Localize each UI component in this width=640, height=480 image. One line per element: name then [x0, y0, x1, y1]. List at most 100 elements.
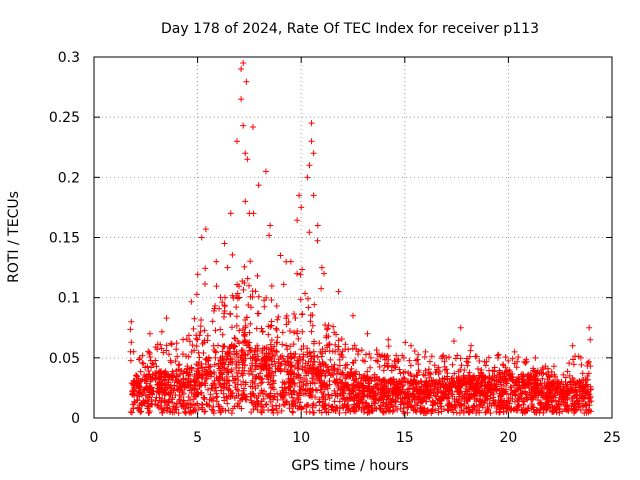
data-point: [257, 360, 264, 367]
data-point: [545, 378, 552, 385]
data-point: [142, 364, 149, 371]
data-point: [558, 387, 565, 394]
data-point: [236, 327, 243, 334]
data-point: [328, 406, 335, 413]
data-point: [350, 377, 357, 384]
data-point: [443, 354, 450, 361]
data-point: [269, 406, 276, 413]
data-point: [547, 386, 554, 393]
data-point: [482, 409, 489, 416]
data-point: [152, 369, 159, 376]
data-point: [481, 358, 488, 365]
data-point: [255, 182, 262, 189]
data-point: [138, 408, 145, 415]
data-point: [357, 380, 364, 387]
data-point: [242, 379, 249, 386]
data-point: [499, 389, 506, 396]
data-point: [336, 356, 343, 363]
data-point: [505, 357, 512, 364]
data-point: [310, 358, 317, 365]
data-point: [579, 403, 586, 410]
data-point: [173, 346, 180, 353]
data-point: [340, 371, 347, 378]
data-point: [235, 387, 242, 394]
data-point: [211, 381, 218, 388]
data-point: [330, 371, 337, 378]
data-point: [291, 388, 298, 395]
data-point: [391, 358, 398, 365]
data-point: [197, 323, 204, 330]
data-point: [470, 392, 477, 399]
data-point: [175, 410, 182, 417]
data-point: [207, 373, 214, 380]
data-point: [299, 363, 306, 370]
axis-ticks: 0 5 10 15 20 25 0 0.05 0.1 0.15 0.2 0.25 0.3: [49, 50, 621, 446]
data-point: [362, 403, 369, 410]
data-point: [258, 402, 265, 409]
data-point: [290, 329, 297, 336]
data-point: [217, 409, 224, 416]
data-point: [514, 358, 521, 365]
data-point: [366, 350, 373, 357]
data-point: [248, 368, 255, 375]
data-point: [220, 383, 227, 390]
data-point: [394, 394, 401, 401]
data-point: [325, 369, 332, 376]
data-point: [202, 356, 209, 363]
data-point: [337, 386, 344, 393]
data-point: [265, 331, 272, 338]
data-point: [397, 395, 404, 402]
data-point: [279, 352, 286, 359]
data-point: [227, 358, 234, 365]
data-point: [567, 379, 574, 386]
data-point: [145, 402, 152, 409]
data-point: [176, 361, 183, 368]
data-point: [253, 357, 260, 364]
data-point: [456, 384, 463, 391]
data-point: [381, 362, 388, 369]
data-point: [495, 354, 502, 361]
data-point: [146, 371, 153, 378]
data-point: [223, 393, 230, 400]
data-point: [353, 368, 360, 375]
data-point: [150, 388, 157, 395]
y-tick-label: 0.15: [49, 231, 80, 247]
data-point: [163, 315, 170, 322]
data-point: [474, 403, 481, 410]
data-point: [190, 396, 197, 403]
data-point: [170, 403, 177, 410]
data-point: [274, 339, 281, 346]
data-point: [316, 359, 323, 366]
data-point: [127, 326, 134, 333]
data-point: [248, 390, 255, 397]
data-point: [254, 272, 261, 279]
data-point: [372, 390, 379, 397]
data-point: [441, 406, 448, 413]
data-point: [324, 325, 331, 332]
data-point: [465, 359, 472, 366]
data-point: [579, 389, 586, 396]
data-point: [355, 348, 362, 355]
data-point: [585, 370, 592, 377]
data-point: [128, 339, 135, 346]
data-point: [362, 351, 369, 358]
data-point: [427, 386, 434, 393]
data-point: [441, 384, 448, 391]
data-point: [482, 362, 489, 369]
data-point: [497, 392, 504, 399]
data-point: [191, 315, 198, 322]
data-point: [537, 381, 544, 388]
data-point: [505, 394, 512, 401]
data-point: [456, 402, 463, 409]
data-point: [429, 407, 436, 414]
data-point: [434, 386, 441, 393]
data-point: [339, 379, 346, 386]
data-point: [194, 390, 201, 397]
data-point: [383, 401, 390, 408]
data-point: [567, 385, 574, 392]
data-point: [283, 342, 290, 349]
data-point: [388, 367, 395, 374]
data-point: [201, 366, 208, 373]
data-point: [571, 377, 578, 384]
data-point: [187, 397, 194, 404]
